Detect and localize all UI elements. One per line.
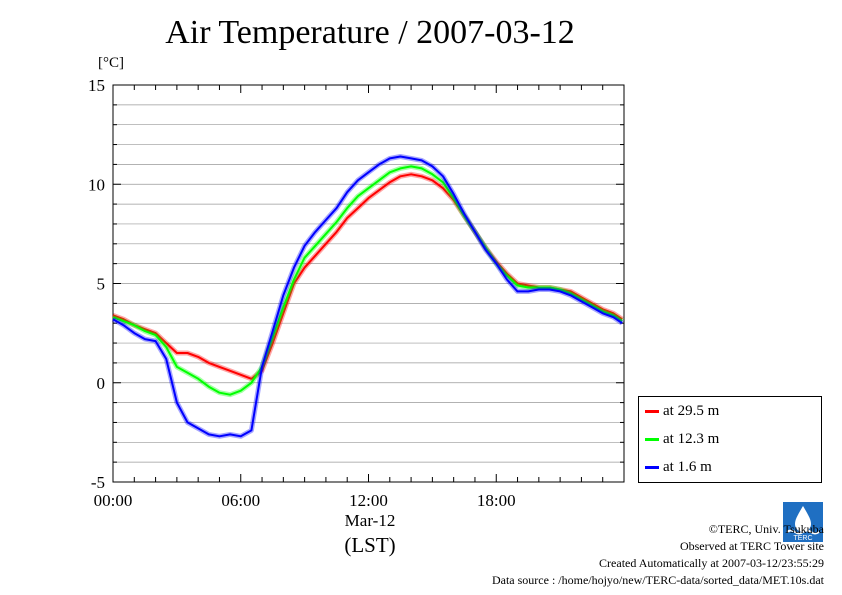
y-tick-label: 5 (97, 275, 106, 294)
y-tick-label: 10 (88, 175, 105, 194)
legend-item: at 29.5 m (645, 401, 719, 421)
footer-copyright: ©TERC, Univ. Tsukuba (708, 522, 824, 536)
footer-source: Data source : /home/hojyo/new/TERC-data/… (491, 573, 824, 587)
x-tick-label: 18:00 (477, 491, 516, 510)
x-tick-label: 12:00 (349, 491, 388, 510)
legend-swatch (645, 437, 659, 441)
series-line-1 (112, 165, 623, 396)
series-line-2 (112, 155, 623, 438)
legend-swatch (645, 409, 659, 413)
x-axis-date-label: Mar-12 (344, 511, 396, 530)
legend-label: at 1.6 m (663, 458, 712, 475)
terc-logo: TERC (783, 502, 823, 542)
logo-text: TERC (793, 535, 812, 542)
y-tick-label: 15 (88, 76, 105, 95)
y-tick-label: -5 (91, 473, 105, 492)
y-tick-label: 0 (97, 374, 106, 393)
x-tick-label: 00:00 (94, 491, 133, 510)
chart-title: Air Temperature / 2007-03-12 (165, 14, 575, 51)
series-halo (112, 171, 624, 382)
legend-label: at 12.3 m (663, 430, 720, 447)
legend-swatch (645, 465, 659, 469)
y-axis-unit: [°C] (98, 55, 124, 71)
legend: at 29.5 m at 12.3 m at 1.6 m (638, 396, 822, 483)
x-axis-title: (LST) (344, 533, 396, 557)
footer-created: Created Automatically at 2007-03-12/23:5… (599, 556, 824, 570)
footer-site: Observed at TERC Tower site (679, 539, 824, 553)
series-line-0 (112, 173, 623, 380)
legend-label: at 29.5 m (663, 402, 720, 419)
legend-item: at 12.3 m (645, 429, 719, 449)
legend-item: at 1.6 m (645, 457, 712, 477)
x-tick-label: 06:00 (221, 491, 260, 510)
